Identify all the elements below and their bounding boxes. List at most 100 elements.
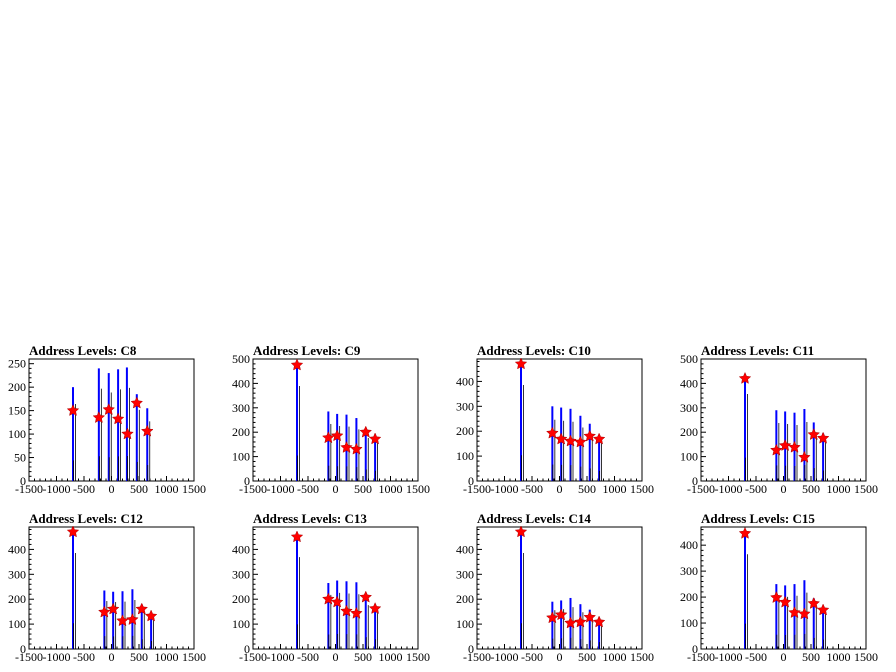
y-tick-label: 200	[232, 592, 250, 606]
y-tick-label: 200	[232, 425, 250, 439]
histogram-peak	[569, 408, 572, 481]
x-tick-label: 1000	[827, 482, 851, 496]
x-tick-label: 500	[354, 482, 372, 496]
x-tick-label: -1000	[43, 650, 71, 664]
peak-marker	[92, 411, 106, 423]
y-tick-label: 300	[680, 564, 698, 578]
y-tick-label: 400	[456, 542, 474, 556]
x-tick-label: 1500	[406, 482, 430, 496]
x-tick-label: 0	[333, 482, 339, 496]
histogram-peak	[374, 604, 377, 649]
x-tick-label: -500	[521, 650, 543, 664]
x-tick-label: -1500	[239, 650, 267, 664]
peak-marker	[798, 607, 811, 620]
y-tick-label: 0	[468, 474, 474, 488]
histogram-peak	[125, 367, 128, 481]
peak-marker	[592, 615, 606, 628]
peak-marker	[350, 606, 363, 619]
peak-marker	[116, 614, 129, 627]
chart-title: Address Levels: C10	[477, 343, 591, 358]
y-tick-label: 300	[8, 567, 26, 581]
peak-marker	[330, 595, 344, 608]
histogram-peak	[744, 533, 746, 649]
y-tick-label: 300	[232, 401, 250, 415]
peak-marker	[592, 432, 606, 445]
x-tick-label: -1000	[267, 650, 295, 664]
y-tick-label: 200	[456, 592, 474, 606]
peak-marker	[135, 602, 149, 615]
peak-marker	[368, 602, 382, 614]
y-tick-label: 500	[232, 352, 250, 366]
x-tick-label: 1500	[182, 482, 206, 496]
histogram-peak	[551, 601, 554, 649]
histogram-peak	[107, 373, 110, 481]
peak-marker	[798, 450, 811, 463]
y-tick-label: 100	[8, 427, 26, 441]
histogram-peak	[336, 580, 339, 649]
y-tick-label: 0	[692, 474, 698, 488]
y-tick-label: 0	[20, 474, 26, 488]
peak-marker	[66, 525, 80, 538]
histogram-peak	[150, 612, 153, 649]
peak-marker	[121, 427, 134, 440]
histogram-peak	[775, 584, 778, 649]
histogram-peak	[812, 422, 815, 481]
peak-marker	[816, 603, 830, 616]
peak-marker	[359, 590, 373, 603]
peak-marker	[514, 357, 528, 370]
histogram-peak	[140, 604, 143, 649]
plot-frame	[700, 526, 867, 650]
peak-marker	[583, 429, 597, 442]
peak-marker	[778, 595, 792, 608]
chart-panel: Address Levels: C13 -1500 -1000 -500 0 500 100…	[232, 511, 430, 664]
histogram-peak	[560, 407, 563, 481]
peak-marker	[583, 610, 597, 623]
peak-marker	[564, 434, 577, 447]
y-tick-label: 100	[680, 450, 698, 464]
y-tick-label: 400	[456, 374, 474, 388]
plot-frame	[252, 526, 419, 650]
peak-marker	[738, 526, 752, 539]
x-tick-label: 1500	[854, 482, 878, 496]
histogram-peak	[598, 434, 601, 481]
y-tick-label: 200	[8, 380, 26, 394]
y-tick-label: 0	[244, 642, 250, 656]
x-tick-label: 0	[333, 650, 339, 664]
histogram-peak	[97, 368, 100, 481]
peak-marker	[330, 429, 344, 442]
peak-marker	[554, 432, 568, 445]
y-tick-label: 200	[8, 592, 26, 606]
histogram-peak	[364, 595, 367, 649]
x-tick-label: -1500	[239, 482, 267, 496]
peak-marker	[738, 371, 752, 384]
x-tick-label: 1500	[630, 650, 654, 664]
histogram-peak	[822, 606, 825, 649]
y-tick-label: 400	[232, 376, 250, 390]
histogram-peak	[588, 609, 591, 649]
peak-marker	[816, 431, 830, 444]
x-tick-label: 0	[557, 482, 563, 496]
y-tick-label: 100	[8, 617, 26, 631]
y-tick-label: 200	[456, 424, 474, 438]
y-tick-label: 150	[8, 404, 26, 418]
peak-marker	[359, 425, 373, 438]
x-tick-label: 500	[802, 650, 820, 664]
y-tick-label: 0	[20, 642, 26, 656]
chart-title: Address Levels: C13	[253, 511, 367, 526]
histogram-peak	[296, 365, 298, 481]
histogram-peak	[336, 413, 339, 481]
peak-marker	[350, 442, 363, 455]
peak-marker	[769, 443, 783, 456]
histogram-peak	[327, 583, 330, 649]
histogram-peak	[803, 409, 806, 481]
y-tick-label: 300	[456, 567, 474, 581]
y-tick-label: 100	[456, 617, 474, 631]
y-tick-label: 200	[680, 425, 698, 439]
x-tick-label: -1500	[15, 650, 43, 664]
x-tick-label: -500	[521, 482, 543, 496]
peak-marker	[126, 612, 139, 626]
x-tick-label: -500	[297, 482, 319, 496]
x-tick-label: 1500	[182, 650, 206, 664]
histogram-peak	[784, 585, 787, 649]
